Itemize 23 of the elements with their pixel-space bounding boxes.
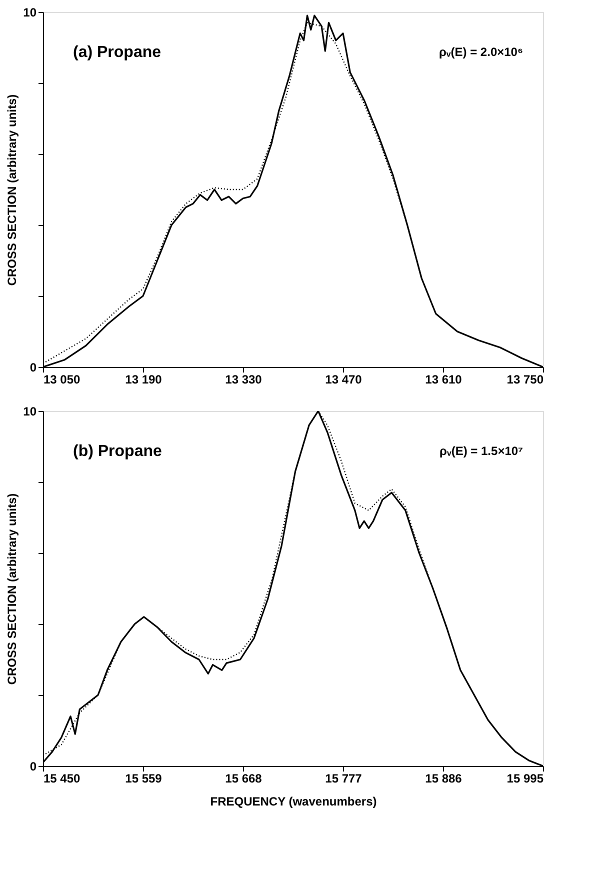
x-tick-label: 13 190 (125, 372, 162, 386)
x-tick-label: 13 470 (325, 372, 362, 386)
annotation: (b) Propane (73, 443, 162, 460)
x-tick-label: 13 750 (506, 372, 544, 386)
x-axis-title: FREQUENCY (wavenumbers) (210, 794, 377, 808)
y-axis-title: CROSS SECTION (arbitrary units) (5, 493, 20, 685)
x-tick-label: 15 777 (325, 772, 362, 786)
y-tick-label: 10 (23, 6, 37, 20)
x-tick-label: 15 668 (225, 772, 262, 786)
y-tick-label: 0 (30, 760, 37, 774)
annotation: ρᵥ(E) = 2.0×10⁶ (438, 45, 523, 59)
y-tick-label: 10 (23, 404, 37, 418)
x-tick-label: 15 995 (506, 772, 544, 786)
annotation: (a) Propane (73, 44, 162, 61)
annotation: ρᵥ(E) = 1.5×10⁷ (440, 444, 524, 458)
x-tick-label: 15 559 (125, 772, 162, 786)
y-axis-title: CROSS SECTION (arbitrary units) (5, 94, 20, 286)
x-tick-label: 13 330 (225, 372, 262, 386)
x-tick-label: 15 886 (425, 772, 462, 786)
x-tick-label: 13 050 (44, 372, 81, 386)
y-tick-label: 0 (30, 360, 37, 374)
x-tick-label: 13 610 (425, 372, 462, 386)
x-tick-label: 15 450 (44, 772, 81, 786)
